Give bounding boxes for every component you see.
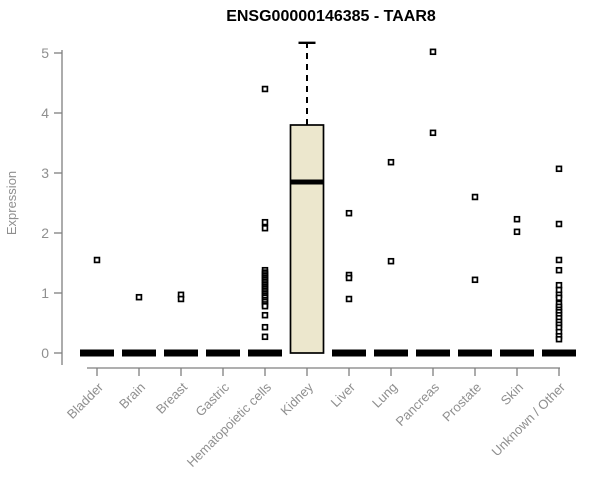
y-tick-label: 2 [41, 225, 49, 241]
outlier-point [555, 294, 563, 302]
outlier-point [555, 335, 563, 343]
outlier-point [513, 215, 521, 223]
outlier-point [555, 165, 563, 173]
category-label: Unknown / Other [489, 379, 569, 459]
collapsed-box [374, 349, 408, 357]
category-label: Brain [116, 380, 148, 412]
collapsed-box [542, 349, 576, 357]
box [289, 124, 325, 354]
outlier-point [345, 274, 353, 282]
outlier-point [261, 302, 269, 310]
outlier-point [471, 193, 479, 201]
outlier-point [555, 266, 563, 274]
outlier-point [93, 256, 101, 264]
outlier-point [429, 48, 437, 56]
category-label: Liver [328, 379, 359, 410]
outlier-point [345, 295, 353, 303]
category-label: Gastric [192, 379, 232, 419]
category-label: Skin [498, 380, 526, 408]
collapsed-box [458, 349, 492, 357]
outlier-point [135, 293, 143, 301]
category-label: Prostate [439, 380, 484, 425]
category-label: Kidney [277, 379, 316, 418]
outlier-point [177, 295, 185, 303]
category-label: Pancreas [393, 379, 443, 429]
outlier-point [387, 257, 395, 265]
outlier-point [261, 218, 269, 226]
collapsed-box [332, 349, 366, 357]
collapsed-box [206, 349, 240, 357]
outlier-point [261, 323, 269, 331]
category-label: Breast [153, 379, 190, 416]
category-label: Lung [369, 380, 400, 411]
outlier-point [261, 224, 269, 232]
outlier-point [471, 276, 479, 284]
y-tick-label: 3 [41, 165, 49, 181]
y-axis-title: Expression [4, 171, 19, 235]
collapsed-box [416, 349, 450, 357]
collapsed-box [122, 349, 156, 357]
collapsed-box [248, 349, 282, 357]
outlier-point [387, 158, 395, 166]
category-label: Bladder [64, 379, 107, 422]
outlier-point [555, 256, 563, 264]
outlier-point [261, 311, 269, 319]
chart-title: ENSG00000146385 - TAAR8 [226, 8, 436, 25]
y-tick-label: 1 [41, 285, 49, 301]
y-tick-label: 0 [41, 345, 49, 361]
y-tick-label: 4 [41, 105, 49, 121]
outlier-point [345, 209, 353, 217]
outlier-point [513, 228, 521, 236]
outlier-point [555, 220, 563, 228]
outlier-point [429, 129, 437, 137]
collapsed-box [80, 349, 114, 357]
collapsed-box [500, 349, 534, 357]
collapsed-box [164, 349, 198, 357]
outlier-point [261, 85, 269, 93]
y-tick-label: 5 [41, 45, 49, 61]
outlier-point [261, 333, 269, 341]
